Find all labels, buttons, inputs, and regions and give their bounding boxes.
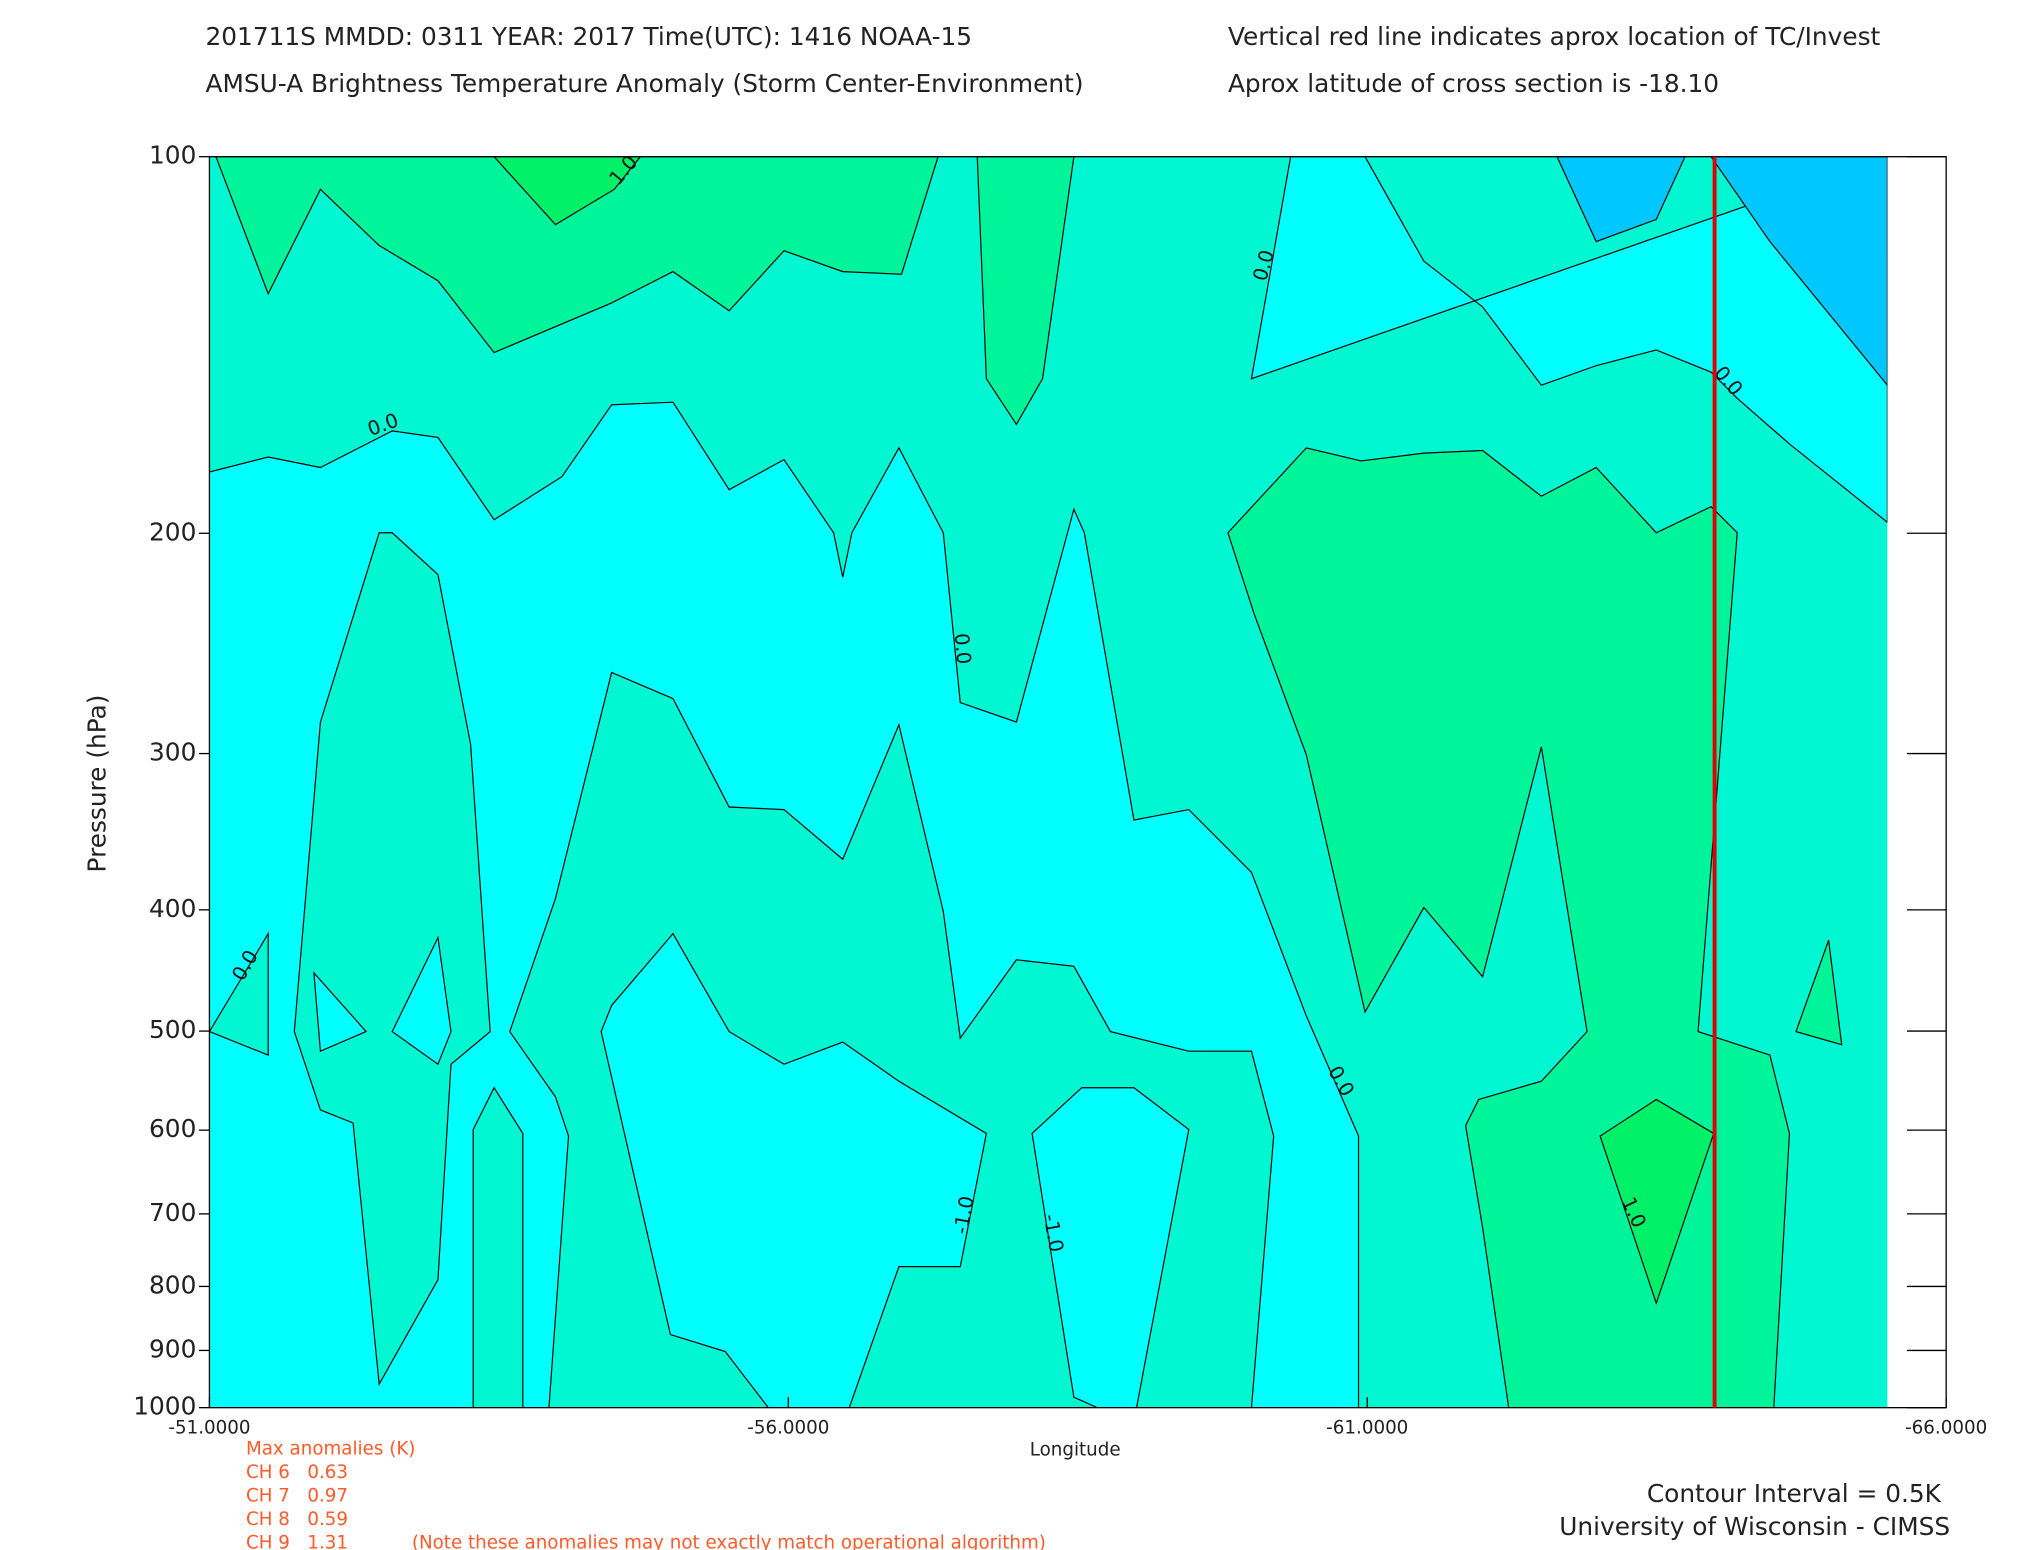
y-axis-label: Pressure (hPa) xyxy=(82,695,111,873)
x-tick-label: -61.0000 xyxy=(1326,1418,1408,1439)
contour-region xyxy=(1031,1087,1190,1408)
channel-label: CH 9 xyxy=(246,1532,290,1550)
x-tick-label: -56.0000 xyxy=(747,1418,829,1439)
note: (Note these anomalies may not exactly ma… xyxy=(412,1532,1046,1550)
contour-region xyxy=(1250,156,1888,524)
contour-region xyxy=(1556,156,1686,243)
header-line: AMSU-A Brightness Temperature Anomaly (S… xyxy=(206,69,1084,98)
y-tick-label: 400 xyxy=(149,894,196,923)
contour-region xyxy=(293,532,491,1387)
contour-field xyxy=(209,156,1888,1408)
y-tick-label: 500 xyxy=(149,1015,196,1044)
y-tick-label: 100 xyxy=(149,141,196,170)
x-tick-label: -51.0000 xyxy=(168,1418,250,1439)
header-line: 201711S MMDD: 0311 YEAR: 2017 Time(UTC):… xyxy=(206,22,973,51)
channel-value: 0.59 xyxy=(307,1509,348,1530)
header-line: Vertical red line indicates aprox locati… xyxy=(1228,22,1881,51)
contour-region xyxy=(209,931,269,1056)
contour-region xyxy=(976,156,1075,426)
y-tick-label: 300 xyxy=(149,738,196,767)
contour-region xyxy=(472,1086,524,1408)
x-axis-label: Longitude xyxy=(1030,1440,1121,1461)
x-tick-label: -66.0000 xyxy=(1905,1418,1987,1439)
contour-region xyxy=(313,971,368,1053)
contour-region xyxy=(1710,156,1888,387)
y-tick-label: 700 xyxy=(149,1198,196,1227)
channel-value: 0.97 xyxy=(307,1485,348,1506)
contour-label: 0.0 xyxy=(950,632,976,665)
footer-line: University of Wisconsin - CIMSS xyxy=(1559,1512,1950,1541)
max-anomalies-title: Max anomalies (K) xyxy=(246,1438,415,1459)
channel-label: CH 8 xyxy=(246,1509,290,1530)
contour-region xyxy=(215,156,939,354)
y-tick-label: 600 xyxy=(149,1114,196,1143)
plot-frame xyxy=(208,156,1947,1409)
y-tick-label: 900 xyxy=(149,1334,196,1363)
contour-region xyxy=(1795,939,1843,1046)
channel-label: CH 7 xyxy=(246,1485,290,1506)
y-tick-label: 1000 xyxy=(133,1392,196,1421)
y-tick-label: 800 xyxy=(149,1270,196,1299)
channel-value: 1.31 xyxy=(307,1532,348,1550)
y-tick-label: 200 xyxy=(149,517,196,546)
channel-value: 0.63 xyxy=(307,1462,348,1483)
contour-region xyxy=(391,935,452,1066)
channel-label: CH 6 xyxy=(246,1462,290,1483)
footer-line: Contour Interval = 0.5K xyxy=(1647,1479,1942,1508)
header-line: Aprox latitude of cross section is -18.1… xyxy=(1228,69,1719,98)
contour-region xyxy=(600,932,988,1408)
contour-region xyxy=(493,156,642,226)
